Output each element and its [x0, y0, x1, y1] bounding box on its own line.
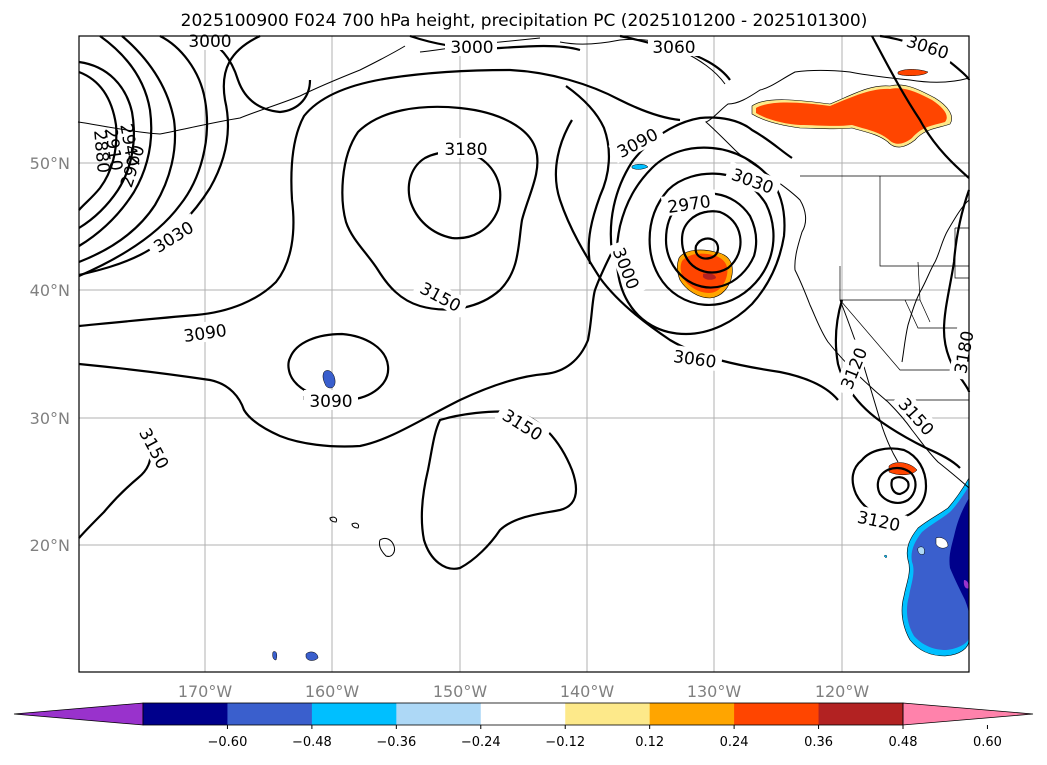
contour-3180-east: [942, 189, 971, 393]
contour-3150-north: [341, 105, 539, 311]
precip-orange-red-north-core: [756, 88, 947, 144]
contour-2880: [78, 70, 118, 211]
precip-blue-south-2: [272, 651, 278, 661]
contour-3060-west: [199, 34, 312, 114]
colorbar-tick-label: 0.36: [804, 735, 833, 750]
contour-3090-east: [609, 116, 793, 253]
colorbar-tick-label: −0.12: [545, 735, 585, 750]
colorbar: −0.60 −0.48 −0.36 −0.24 −0.12 0.12 0.24 0.36 0.4…: [13, 702, 1034, 750]
contour-2940-low: [694, 237, 720, 260]
precip-mexico-mid-blue: [906, 486, 969, 650]
contour-3090-south: [287, 332, 390, 402]
colorbar-tick-label: −0.36: [376, 735, 416, 750]
contour-3000-top: [409, 34, 581, 52]
colorbar-segment: [734, 703, 820, 725]
lon-label: 120°W: [815, 682, 870, 701]
colorbar-segment: [818, 703, 904, 725]
contour-2970: [78, 35, 177, 264]
lon-label: 150°W: [433, 682, 488, 701]
contour-3120-west: [78, 251, 613, 448]
precip-dot: [883, 554, 888, 559]
precip-light-blue-small: [917, 546, 925, 555]
colorbar-segment: [480, 703, 566, 725]
precipitation-shading: [272, 69, 970, 661]
colorbar-segment: [311, 703, 397, 725]
lat-label: 50°N: [30, 154, 70, 173]
contour-3000-low: [664, 192, 758, 289]
colorbar-outline: [142, 702, 904, 726]
colorbar-extend-min: [13, 702, 144, 726]
contour-label: 3180: [444, 140, 487, 160]
lon-label: 170°W: [178, 682, 233, 701]
lon-label: 130°W: [687, 682, 742, 701]
precip-white-hole: [935, 537, 949, 549]
contour-label: 3090: [309, 392, 352, 412]
colorbar-segment: [565, 703, 651, 725]
lat-label: 40°N: [30, 281, 70, 300]
contour-3150-east: [834, 299, 961, 469]
precip-blue-gulf: [631, 163, 649, 170]
contour-label: 3060: [652, 38, 695, 58]
coastline-gulf-california: [901, 199, 970, 363]
contour-3090-main: [78, 68, 681, 328]
colorbar-tick-label: 0.24: [720, 735, 749, 750]
contour-3090-ne: [871, 35, 970, 179]
coastline-baja: [839, 299, 899, 463]
contour-label: 2880: [89, 129, 113, 174]
precip-mexico-purple: [963, 580, 969, 589]
contour-3060-outer: [565, 85, 611, 265]
colorbar-tick-label: −0.48: [292, 735, 332, 750]
lat-label: 30°N: [30, 409, 70, 428]
colorbar-segment: [227, 703, 313, 725]
colorbar-tick-label: 0.60: [973, 735, 1002, 750]
contour-3000-west: [78, 35, 209, 278]
coastline-west-america: [705, 70, 970, 489]
colorbar-segment: [143, 703, 228, 725]
precip-orange-small-north: [897, 69, 929, 76]
map-frame: [78, 35, 970, 673]
colorbar-segment: [649, 703, 735, 725]
colorbar-segment: [396, 703, 482, 725]
colorbar-tick-label: 0.12: [635, 735, 664, 750]
lon-label: 160°W: [305, 682, 360, 701]
contour-3120-baja: [851, 447, 928, 520]
state-borders: [800, 175, 969, 401]
contour-2970-low: [680, 210, 742, 274]
contour-3090-baja: [876, 466, 917, 504]
precip-mexico-navy: [949, 498, 969, 615]
precip-blue-hawaii-north: [322, 370, 336, 389]
contour-2910: [78, 60, 135, 229]
contour-3150-sw: [78, 449, 152, 539]
contour-label: 3000: [450, 38, 493, 58]
longitude-labels: 170°W 160°W 150°W 140°W 130°W 120°W: [178, 682, 870, 701]
contour-3090-outer: [554, 119, 839, 401]
contour-2940: [78, 35, 153, 247]
map-area: [79, 36, 969, 672]
precip-blue-south-1: [305, 651, 319, 661]
colorbar-tick-label: 0.48: [889, 735, 918, 750]
lat-label: 20°N: [30, 536, 70, 555]
precip-low-dark-red: [703, 273, 716, 280]
latitude-labels: 50°N 40°N 30°N 20°N: [30, 154, 70, 555]
figure-title: 2025100900 F024 700 hPa height, precipit…: [181, 11, 868, 31]
contour-3060-baja: [890, 476, 910, 496]
colorbar-extend-max: [902, 702, 1034, 726]
contour-label: 3000: [188, 32, 231, 52]
colorbar-tick-label: −0.60: [208, 735, 248, 750]
lon-label: 140°W: [560, 682, 615, 701]
colorbar-tick-label: −0.24: [461, 735, 501, 750]
coastline-hawaii: [329, 516, 395, 557]
